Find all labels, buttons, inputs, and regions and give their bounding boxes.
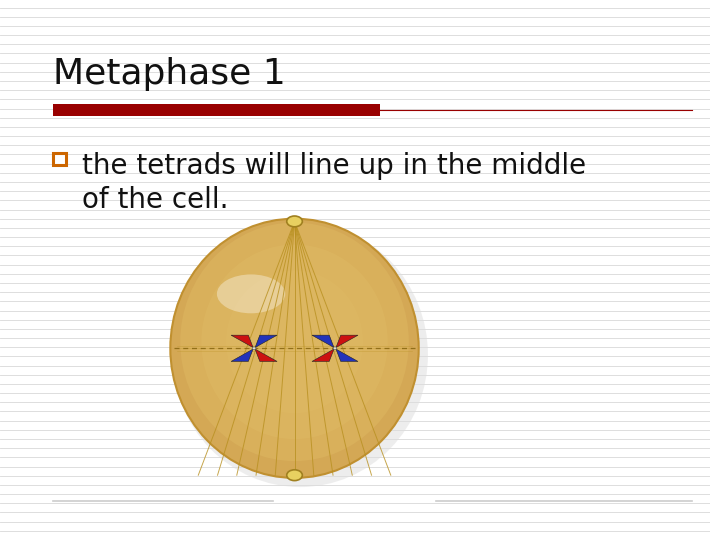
Text: the tetrads will line up in the middle: the tetrads will line up in the middle	[81, 152, 586, 180]
Bar	[53, 153, 66, 165]
Polygon shape	[336, 349, 358, 361]
Polygon shape	[231, 349, 253, 361]
Polygon shape	[312, 349, 334, 361]
Ellipse shape	[252, 347, 256, 350]
Ellipse shape	[226, 271, 363, 413]
Bar	[53, 104, 379, 116]
Polygon shape	[255, 335, 277, 348]
Ellipse shape	[217, 274, 285, 313]
Ellipse shape	[173, 222, 428, 487]
Ellipse shape	[287, 216, 302, 227]
Ellipse shape	[202, 245, 387, 439]
Ellipse shape	[333, 347, 337, 350]
Ellipse shape	[180, 222, 409, 461]
Polygon shape	[231, 335, 253, 348]
Polygon shape	[336, 335, 358, 348]
Polygon shape	[312, 335, 334, 348]
Text: Metaphase 1: Metaphase 1	[53, 57, 286, 91]
Ellipse shape	[287, 470, 302, 481]
Text: of the cell.: of the cell.	[81, 186, 228, 214]
Ellipse shape	[171, 219, 419, 478]
Polygon shape	[255, 349, 277, 361]
